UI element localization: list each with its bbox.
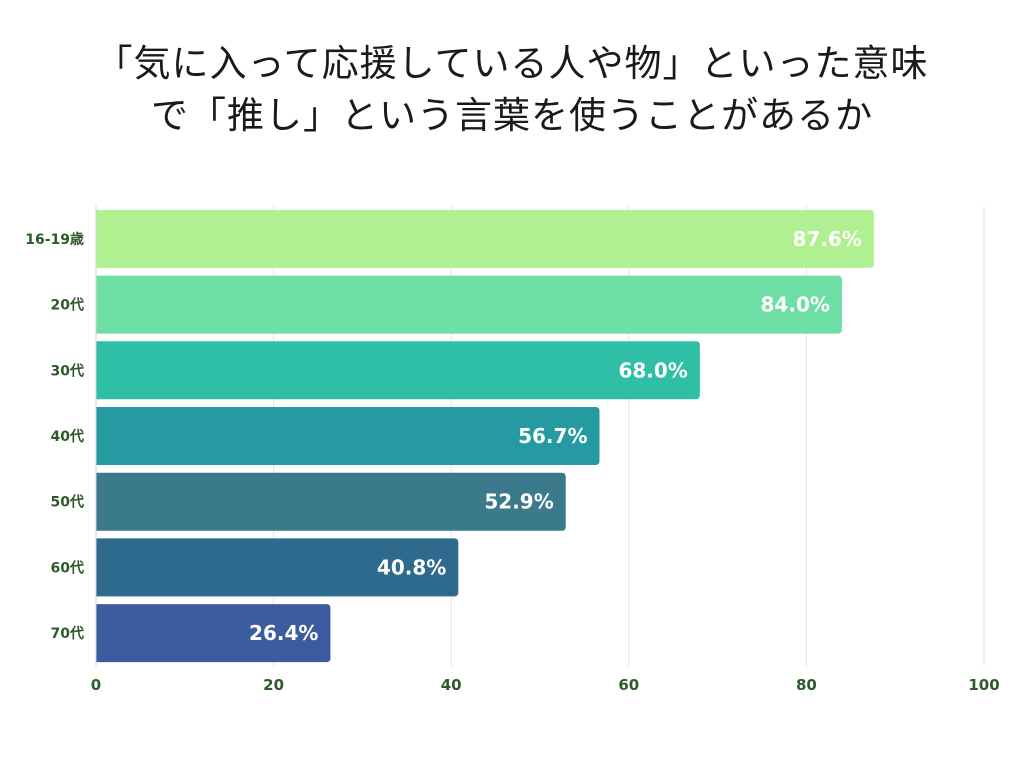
- category-label: 30代: [51, 362, 84, 379]
- x-tick-label: 60: [618, 676, 639, 694]
- category-label: 16-19歳: [25, 231, 84, 248]
- bar: [96, 209, 874, 268]
- value-label: 26.4%: [249, 621, 318, 645]
- chart-title: 「気に入って応援している人や物」といった意味 で「推し」という言葉を使うことがあ…: [0, 38, 1024, 142]
- category-label: 60代: [51, 559, 84, 576]
- bar: [96, 472, 566, 531]
- bar: [96, 275, 842, 334]
- value-label: 52.9%: [484, 490, 553, 514]
- bar: [96, 407, 600, 465]
- x-tick-label: 20: [263, 676, 284, 694]
- x-tick-labels: 0 20 40 60 80 100: [91, 676, 1000, 694]
- bar: [96, 604, 331, 663]
- value-label: 68.0%: [618, 358, 687, 382]
- value-label: 56.7%: [518, 424, 587, 448]
- bars: 87.6% 84.0% 68.0% 56.7% 52.9% 40.8% 26.4%: [96, 209, 874, 663]
- category-label: 40代: [51, 428, 84, 445]
- value-label: 87.6%: [792, 227, 861, 251]
- chart-title-line-1: 「気に入って応援している人や物」といった意味: [95, 42, 929, 85]
- bar: [96, 538, 459, 597]
- category-label: 50代: [51, 494, 84, 511]
- x-tick-label: 100: [968, 676, 999, 694]
- chart-title-line-2: で「推し」という言葉を使うことがあるか: [151, 94, 873, 137]
- x-tick-label: 40: [441, 676, 462, 694]
- category-label: 20代: [51, 297, 84, 314]
- value-label: 40.8%: [377, 555, 446, 579]
- x-tick-label: 80: [796, 676, 817, 694]
- bar: [96, 341, 700, 400]
- category-labels: 16-19歳 20代 30代 40代 50代 60代 70代: [25, 231, 84, 642]
- value-label: 84.0%: [761, 293, 830, 317]
- x-tick-label: 0: [91, 676, 101, 694]
- category-label: 70代: [51, 625, 84, 642]
